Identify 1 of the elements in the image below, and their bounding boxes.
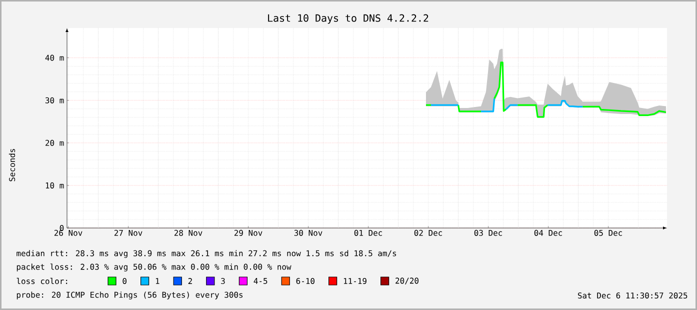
chart-title: Last 10 Days to DNS 4.2.2.2 — [268, 14, 428, 24]
